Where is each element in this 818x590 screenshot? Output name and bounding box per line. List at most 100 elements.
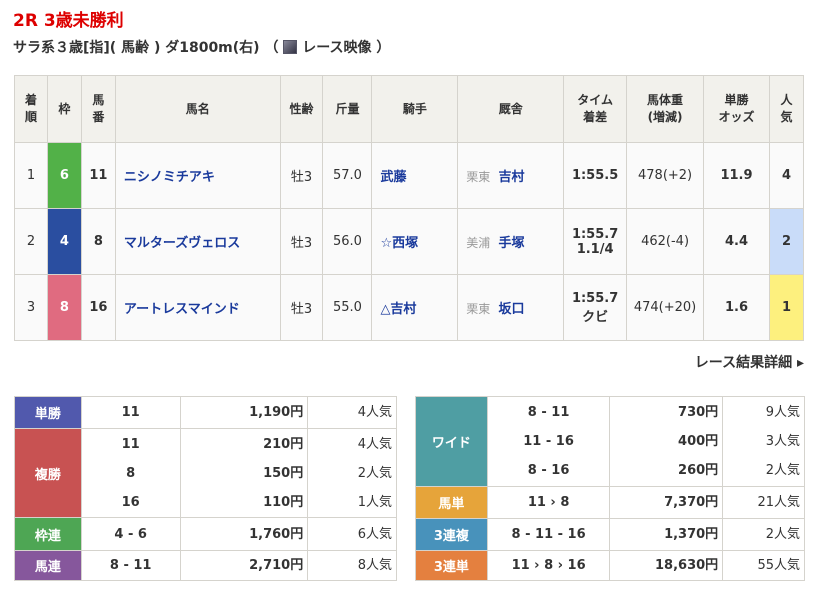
combination-value: 4 - 6 xyxy=(114,526,147,542)
bet-type-label: 3連複 xyxy=(415,518,488,551)
payout-popularity: 4人気 xyxy=(307,396,397,429)
bet-type-label: 馬連 xyxy=(14,550,82,581)
column-header: 単勝 オッズ xyxy=(703,75,770,143)
body-weight: 474(+20) xyxy=(626,274,705,341)
jockey-link[interactable]: ☆西塚 xyxy=(371,208,459,275)
column-header: 厩舎 xyxy=(457,75,565,143)
payout-amount: 730円 400円 260円 xyxy=(609,396,724,487)
payout-popularity-value: 3人気 xyxy=(765,434,800,449)
payout-amount: 7,370円 xyxy=(609,486,724,519)
payout-popularity: 55人気 xyxy=(722,550,805,581)
payout-popularity-value: 2人気 xyxy=(357,465,392,481)
combination-value: 11 - 16 xyxy=(523,434,574,449)
trainer-link[interactable]: 坂口 xyxy=(498,302,525,317)
carried-weight: 55.0 xyxy=(322,274,373,341)
race-title: 2R 3歳未勝利 xyxy=(13,11,124,31)
horse-number: 11 xyxy=(80,142,116,209)
body-weight: 478(+2) xyxy=(626,142,705,209)
horse-name-link[interactable]: ニシノミチアキ xyxy=(114,142,281,209)
win-odds: 4.4 xyxy=(703,208,770,275)
column-header: 着 順 xyxy=(14,75,48,143)
race-result-detail-link[interactable]: レース結果詳細 ▸ xyxy=(694,355,804,371)
payout-popularity-value: 1人気 xyxy=(357,494,392,510)
payout-row: 3連複 8 - 11 - 16 1,370円 2人気 xyxy=(415,518,805,551)
payout-popularity: 8人気 xyxy=(307,550,397,581)
combination-value: 16 xyxy=(121,494,140,510)
body-weight: 462(-4) xyxy=(626,208,705,275)
combination: 8 - 11 - 16 xyxy=(486,518,611,551)
time-margin: 1:55.7 クビ xyxy=(563,274,628,341)
horse-number: 16 xyxy=(80,274,116,341)
combination-value: 8 - 11 - 16 xyxy=(511,527,586,542)
jockey-link[interactable]: △吉村 xyxy=(371,274,459,341)
carried-weight: 56.0 xyxy=(322,208,373,275)
popularity: 2 xyxy=(768,208,805,275)
combination-value: 8 - 16 xyxy=(527,463,570,478)
bet-type-label: 単勝 xyxy=(14,396,82,429)
column-header: 馬体重 (増減) xyxy=(626,75,705,143)
stable-region: 栗東 xyxy=(466,170,491,184)
column-header: 馬 番 xyxy=(80,75,116,143)
finish-rank: 2 xyxy=(14,208,48,275)
payout-popularity-value: 55人気 xyxy=(757,558,800,573)
combination: 11 › 8 › 16 xyxy=(486,550,611,581)
jockey-link[interactable]: 武藤 xyxy=(371,142,459,209)
payout-amount-value: 150円 xyxy=(263,465,304,481)
payout-amount-value: 730円 xyxy=(678,405,719,420)
payout-popularity-value: 21人気 xyxy=(757,495,800,510)
combination-value: 11 › 8 xyxy=(527,495,570,510)
horse-name-link[interactable]: アートレスマインド xyxy=(114,274,281,341)
result-row: 2 4 8 マルターズヴェロス 牡3 56.0 ☆西塚 美浦 手塚 1:55.7 1.1/4 462… xyxy=(14,208,805,275)
payout-popularity-value: 6人気 xyxy=(357,526,392,542)
column-header: 騎手 xyxy=(371,75,459,143)
combination: 4 - 6 xyxy=(80,517,181,551)
payout-row: 馬単 11 › 8 7,370円 21人気 xyxy=(415,486,805,519)
payout-row: 3連単 11 › 8 › 16 18,630円 55人気 xyxy=(415,550,805,581)
column-header: 馬名 xyxy=(114,75,281,143)
race-video-link[interactable]: レース映像 xyxy=(302,40,372,56)
payout-amount-value: 110円 xyxy=(263,494,304,510)
combination-value: 11 xyxy=(121,405,140,420)
stable: 栗東 吉村 xyxy=(457,142,565,209)
payout-amount-value: 400円 xyxy=(678,434,719,449)
win-odds: 1.6 xyxy=(703,274,770,341)
finish-time: 1:55.7 xyxy=(571,226,619,242)
carried-weight: 57.0 xyxy=(322,142,373,209)
column-header: 斤量 xyxy=(322,75,373,143)
payout-row: 複勝 11 8 16 210円 150円 110円 4人気 2人気 1人気 xyxy=(14,428,397,518)
trainer-link[interactable]: 吉村 xyxy=(498,170,525,185)
horse-number: 8 xyxy=(80,208,116,275)
payout-amount: 210円 150円 110円 xyxy=(179,428,309,518)
combination-value: 11 xyxy=(121,436,140,452)
payout-row: 単勝 11 1,190円 4人気 xyxy=(14,396,397,429)
combination-value: 8 xyxy=(126,465,136,481)
conditions-text: サラ系３歳[指]( 馬齢 ) ダ1800m(右) （ xyxy=(13,40,279,56)
payout-popularity-value: 9人気 xyxy=(765,405,800,420)
payout-amount-value: 2,710円 xyxy=(249,558,304,573)
payout-popularity-value: 4人気 xyxy=(357,436,392,452)
time-margin: 1:55.7 1.1/4 xyxy=(563,208,628,275)
trainer-link[interactable]: 手塚 xyxy=(498,236,525,251)
payout-popularity: 9人気 3人気 2人気 xyxy=(722,396,805,487)
payout-popularity: 2人気 xyxy=(722,518,805,551)
bet-type-label: 馬単 xyxy=(415,486,488,519)
column-header: 枠 xyxy=(46,75,82,143)
stable: 美浦 手塚 xyxy=(457,208,565,275)
bet-type-label: 枠連 xyxy=(14,517,82,551)
column-header: 人 気 xyxy=(768,75,805,143)
video-icon[interactable] xyxy=(283,40,298,54)
payout-amount: 1,190円 xyxy=(179,396,309,429)
sex-age: 牡3 xyxy=(279,208,324,275)
combination-value: 11 › 8 › 16 xyxy=(511,558,586,573)
win-odds: 11.9 xyxy=(703,142,770,209)
combination: 8 - 11 xyxy=(80,550,181,581)
combination: 11 8 16 xyxy=(80,428,181,518)
payout-popularity: 21人気 xyxy=(722,486,805,519)
payout-amount-value: 1,190円 xyxy=(249,405,304,420)
payout-amount-value: 1,760円 xyxy=(249,526,304,542)
margin: 1.1/4 xyxy=(576,241,614,257)
column-header: 性齢 xyxy=(279,75,324,143)
sex-age: 牡3 xyxy=(279,274,324,341)
stable-region: 美浦 xyxy=(466,236,491,250)
horse-name-link[interactable]: マルターズヴェロス xyxy=(114,208,281,275)
